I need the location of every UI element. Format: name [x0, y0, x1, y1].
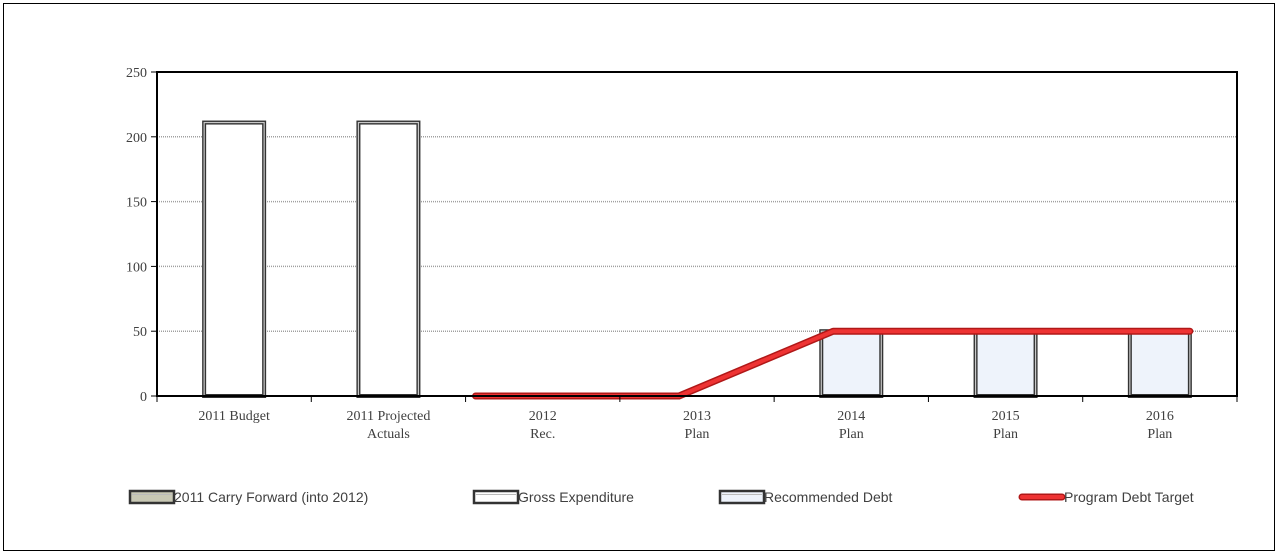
bar	[202, 120, 267, 398]
x-tick-label: 2015 Plan	[992, 409, 1020, 442]
y-tick-label: 150	[126, 196, 147, 211]
x-tick-label-line: 2015	[992, 409, 1020, 424]
x-tick-label: 2011 Projected Actuals	[346, 409, 430, 442]
y-tick-label: 250	[126, 66, 147, 81]
bars	[202, 120, 1192, 399]
legend-swatch	[718, 489, 766, 505]
bar	[819, 329, 884, 399]
legend-label: Recommended Debt	[764, 489, 893, 505]
x-tick-labels: 2011 Budget 2011 Projected Actuals 2012 Rec.…	[198, 409, 1173, 442]
x-tick-label-line: 2013	[683, 409, 711, 424]
x-tick-label-line: Plan	[839, 427, 864, 442]
x-tick-label-line: Plan	[1147, 427, 1172, 442]
plot-border	[156, 71, 1238, 397]
x-tick-label-line: Plan	[993, 427, 1018, 442]
legend-swatch	[472, 489, 520, 505]
legend-label: Program Debt Target	[1064, 489, 1194, 505]
legend-label: Gross Expenditure	[518, 489, 634, 505]
x-tick-label: 2013 Plan	[683, 409, 711, 442]
x-tick-label-line: 2014	[837, 409, 865, 424]
axes	[151, 71, 1238, 402]
x-tick-label: 2011 Budget	[198, 409, 270, 424]
bar	[973, 329, 1038, 399]
legend: 2011 Carry Forward (into 2012) Gross Expe…	[128, 489, 1194, 505]
x-tick-label-line: 2011 Budget	[198, 409, 270, 424]
x-tick-label: 2012 Rec.	[529, 409, 557, 442]
grid-lines	[157, 136, 1237, 332]
y-tick-label: 200	[126, 131, 147, 146]
x-tick-label: 2016 Plan	[1146, 409, 1174, 442]
x-tick-label-line: 2011 Projected	[346, 409, 430, 424]
x-tick-label-line: Rec.	[530, 427, 555, 442]
bar	[1127, 329, 1192, 399]
x-tick-label-line: 2016	[1146, 409, 1174, 424]
x-tick-label-line: 2012	[529, 409, 557, 424]
x-tick-label: 2014 Plan	[837, 409, 865, 442]
legend-label: 2011 Carry Forward (into 2012)	[174, 489, 368, 505]
x-tick-label-line: Plan	[685, 427, 710, 442]
y-tick-label: 100	[126, 260, 147, 275]
y-tick-label: 50	[133, 325, 147, 340]
y-tick-labels: 0 50 100 150 200 250	[126, 66, 147, 405]
bar	[356, 120, 421, 398]
x-tick-label-line: Actuals	[367, 427, 410, 442]
legend-swatch	[128, 489, 176, 505]
y-tick-label: 0	[140, 390, 147, 405]
